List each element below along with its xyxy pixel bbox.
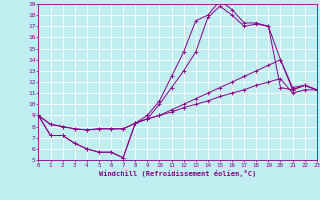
X-axis label: Windchill (Refroidissement éolien,°C): Windchill (Refroidissement éolien,°C) xyxy=(99,170,256,177)
